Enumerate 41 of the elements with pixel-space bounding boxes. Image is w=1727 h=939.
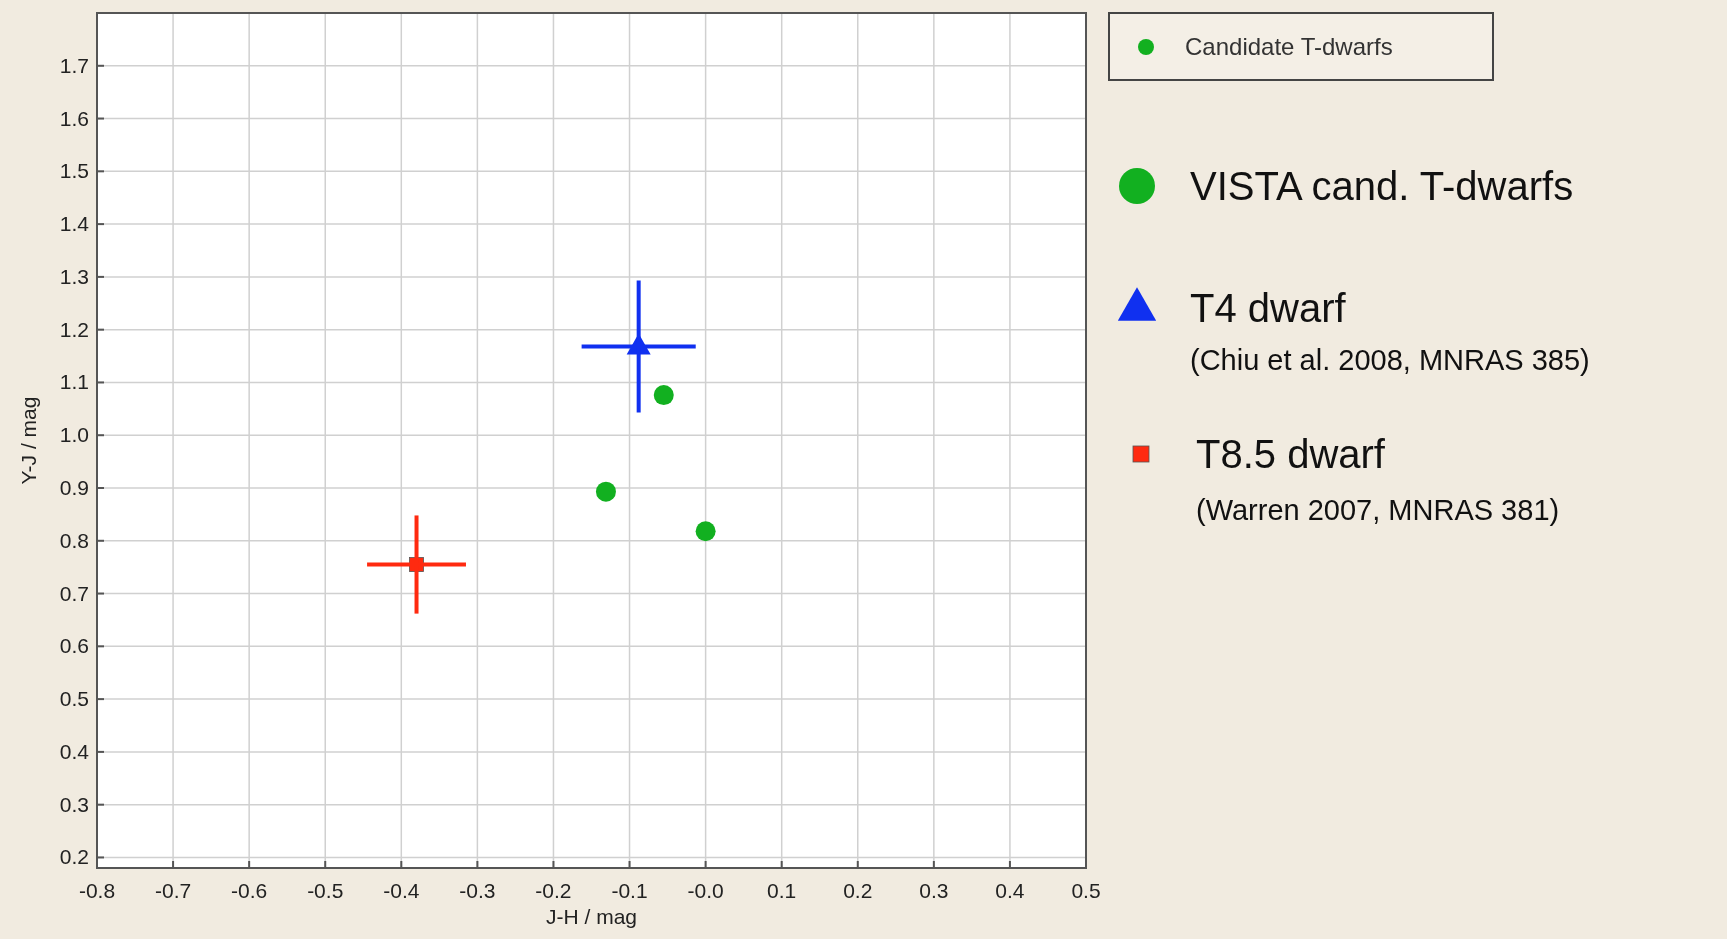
y-tick-label: 1.2 xyxy=(59,317,89,341)
x-tick-label: -0.2 xyxy=(535,879,572,902)
y-tick-label: 1.1 xyxy=(59,370,89,394)
x-tick-label: -0.1 xyxy=(611,879,648,902)
y-tick-label: 0.4 xyxy=(59,739,90,763)
text: T4 dwarf xyxy=(1190,286,1347,330)
y-tick-label: 1.5 xyxy=(59,159,89,183)
text: (Chiu et al. 2008, MNRAS 385) xyxy=(1190,344,1590,376)
y-tick-label: 1.3 xyxy=(59,264,89,288)
x-tick-label: 0.3 xyxy=(919,879,949,902)
legend-label: Candidate T-dwarfs xyxy=(1185,33,1393,60)
x-tick-label: -0.5 xyxy=(307,879,344,902)
y-tick-label: 0.2 xyxy=(59,845,89,869)
text: T8.5 dwarf xyxy=(1196,432,1386,476)
y-tick-label: 1.4 xyxy=(59,212,90,236)
y-tick-label: 0.8 xyxy=(59,528,89,552)
y-tick-label: 1.0 xyxy=(59,423,89,447)
y-tick-label: 0.7 xyxy=(59,581,89,605)
x-tick-label: -0.0 xyxy=(687,879,724,902)
y-tick-label: 0.5 xyxy=(59,687,89,711)
x-axis-title: J-H / mag xyxy=(545,905,638,928)
text: (Warren 2007, MNRAS 381) xyxy=(1196,494,1560,526)
y-axis-title: Y-J / mag xyxy=(17,396,40,485)
y-tick-label: 1.6 xyxy=(59,106,89,130)
x-tick-label: 0.5 xyxy=(1071,879,1101,902)
x-tick-label: -0.3 xyxy=(459,879,496,902)
x-tick-label: -0.4 xyxy=(383,879,420,902)
x-tick-label: -0.7 xyxy=(154,879,192,902)
y-tick-label: 0.6 xyxy=(59,634,89,658)
x-tick-label: 0.1 xyxy=(767,879,797,902)
x-tick-label: 0.4 xyxy=(995,879,1025,902)
y-tick-label: 1.7 xyxy=(59,53,89,77)
x-tick-label: 0.2 xyxy=(843,879,873,902)
point xyxy=(695,521,716,542)
y-tick-label: 0.9 xyxy=(59,476,89,499)
x-tick-label: -0.8 xyxy=(78,879,116,902)
text: VISTA cand. T-dwarfs xyxy=(1190,164,1574,208)
y-tick-label: 0.3 xyxy=(59,792,89,816)
point xyxy=(653,385,674,406)
point xyxy=(595,481,616,502)
x-tick-label: -0.6 xyxy=(231,879,268,902)
